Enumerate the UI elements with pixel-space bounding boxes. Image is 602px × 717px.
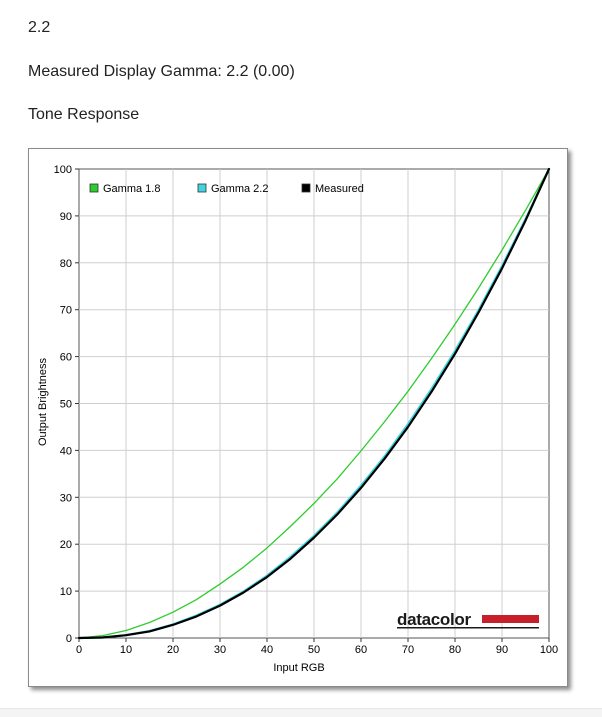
legend-item-gamma-2-2: Gamma 2.2 bbox=[197, 183, 268, 195]
x-tick-label: 50 bbox=[308, 644, 320, 656]
y-axis-label: Output Brightness bbox=[37, 357, 49, 446]
gamma-value-text: 2.2 bbox=[28, 19, 51, 36]
y-axis-ticks: 0 10 20 30 40 50 60 70 80 90 100 bbox=[54, 164, 79, 645]
legend-item-gamma-1-8: Gamma 1.8 bbox=[89, 183, 160, 195]
x-tick-label: 40 bbox=[261, 644, 273, 656]
datacolor-logo: datacolor bbox=[397, 610, 539, 629]
y-tick-label: 10 bbox=[60, 586, 72, 598]
x-tick-label: 30 bbox=[214, 644, 226, 656]
x-axis-ticks: 0 10 20 30 40 50 60 70 80 90 100 bbox=[76, 638, 558, 656]
legend-swatch bbox=[197, 183, 207, 193]
x-tick-label: 90 bbox=[496, 644, 508, 656]
x-tick-label: 70 bbox=[402, 644, 414, 656]
legend-label: Gamma 2.2 bbox=[211, 183, 268, 195]
x-tick-label: 10 bbox=[120, 644, 132, 656]
legend-swatch bbox=[301, 183, 311, 193]
y-tick-label: 30 bbox=[60, 492, 72, 504]
chart-grid bbox=[78, 168, 550, 639]
legend-label: Measured bbox=[315, 183, 364, 195]
x-tick-label: 80 bbox=[449, 644, 461, 656]
y-tick-label: 40 bbox=[60, 445, 72, 457]
y-tick-label: 50 bbox=[60, 399, 72, 411]
x-tick-label: 60 bbox=[355, 644, 367, 656]
x-tick-label: 100 bbox=[540, 644, 558, 656]
chart-panel: 0 10 20 30 40 50 60 70 80 90 100 0 10 20 30 40 50 60 70 80… bbox=[28, 148, 568, 687]
x-tick-label: 20 bbox=[167, 644, 179, 656]
x-tick-label: 0 bbox=[76, 644, 82, 656]
legend-label: Gamma 1.8 bbox=[103, 183, 160, 195]
y-tick-label: 70 bbox=[60, 305, 72, 317]
brand-underline bbox=[397, 627, 539, 629]
y-tick-label: 60 bbox=[60, 352, 72, 364]
legend-item-measured: Measured bbox=[301, 183, 364, 195]
brand-bar bbox=[482, 615, 539, 623]
tone-response-chart: 0 10 20 30 40 50 60 70 80 90 100 0 10 20 30 40 50 60 70 80… bbox=[37, 164, 558, 674]
y-tick-label: 80 bbox=[60, 258, 72, 270]
chart-legend: Gamma 1.8 Gamma 2.2 Measured bbox=[89, 183, 364, 195]
section-title: Tone Response bbox=[28, 106, 140, 123]
series-line-gamma-1-8 bbox=[78, 168, 550, 639]
series-line-measured bbox=[77, 167, 551, 640]
bottom-strip bbox=[0, 708, 602, 717]
legend-swatch bbox=[89, 183, 99, 193]
y-tick-label: 100 bbox=[54, 164, 72, 176]
y-tick-label: 20 bbox=[60, 539, 72, 551]
y-tick-label: 90 bbox=[60, 211, 72, 223]
measured-gamma-text: Measured Display Gamma: 2.2 (0.00) bbox=[28, 63, 295, 80]
brand-name: datacolor bbox=[397, 610, 472, 629]
x-axis-label: Input RGB bbox=[273, 662, 324, 674]
y-tick-label: 0 bbox=[66, 633, 72, 645]
chart-series bbox=[77, 167, 551, 640]
